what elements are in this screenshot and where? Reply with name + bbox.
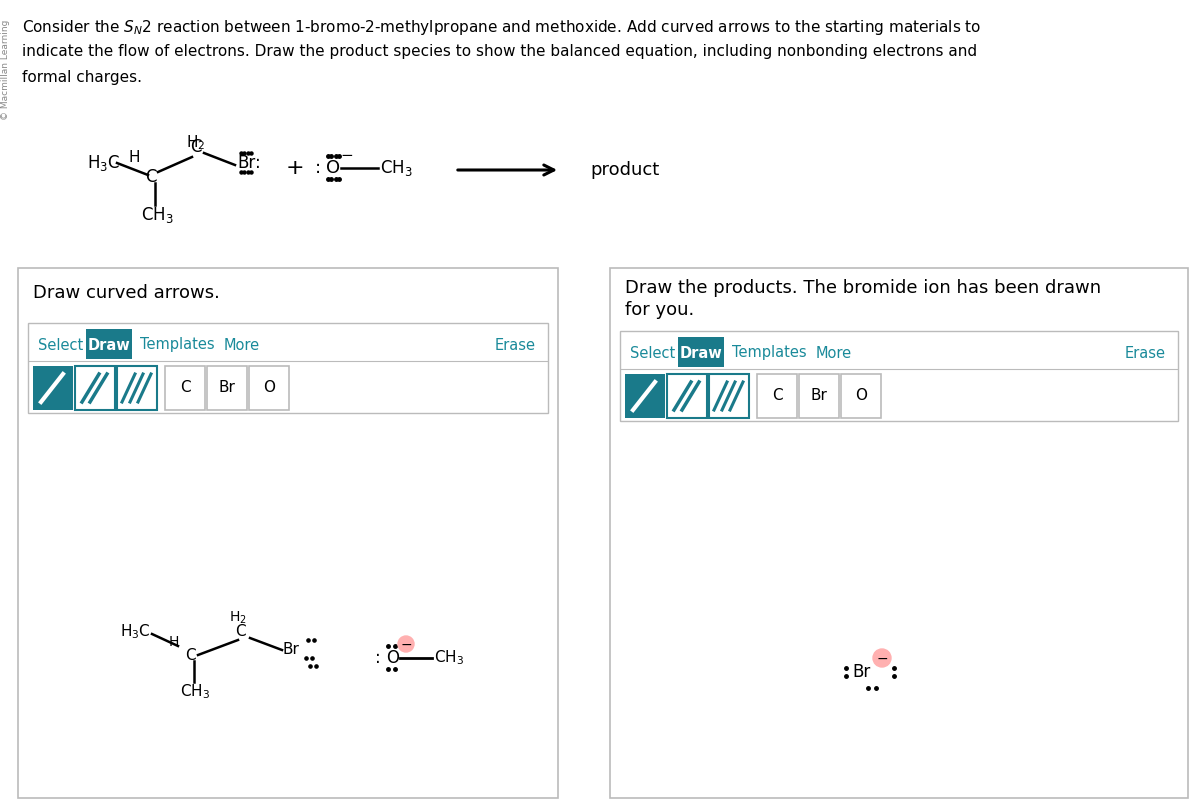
- Text: O: O: [326, 159, 340, 177]
- Text: H: H: [128, 151, 139, 165]
- Text: C: C: [772, 388, 782, 404]
- Text: Draw curved arrows.: Draw curved arrows.: [34, 284, 220, 302]
- Text: product: product: [590, 161, 659, 179]
- Text: C: C: [235, 624, 245, 640]
- FancyBboxPatch shape: [74, 366, 115, 410]
- Text: C: C: [145, 168, 157, 186]
- Text: H$_2$: H$_2$: [186, 133, 205, 152]
- Circle shape: [874, 649, 890, 667]
- Text: H$_3$C: H$_3$C: [88, 153, 120, 173]
- Text: formal charges.: formal charges.: [22, 70, 142, 85]
- Text: Br: Br: [218, 380, 235, 396]
- FancyBboxPatch shape: [250, 366, 289, 410]
- Text: Erase: Erase: [496, 337, 536, 353]
- Text: CH$_3$: CH$_3$: [380, 158, 413, 178]
- FancyBboxPatch shape: [620, 331, 1178, 421]
- Text: Templates: Templates: [732, 345, 806, 361]
- Text: O: O: [263, 380, 275, 396]
- Text: CH$_3$: CH$_3$: [142, 205, 174, 225]
- FancyBboxPatch shape: [166, 366, 205, 410]
- FancyBboxPatch shape: [667, 374, 707, 418]
- Text: Br: Br: [853, 663, 871, 681]
- Text: CH$_3$: CH$_3$: [180, 683, 210, 702]
- Text: :: :: [376, 649, 380, 667]
- Text: O: O: [854, 388, 866, 404]
- Text: Br: Br: [282, 642, 299, 658]
- Text: Templates: Templates: [140, 337, 215, 353]
- Text: O: O: [386, 649, 400, 667]
- FancyBboxPatch shape: [208, 366, 247, 410]
- FancyBboxPatch shape: [34, 366, 73, 410]
- Text: for you.: for you.: [625, 301, 695, 319]
- Text: Br:: Br:: [238, 154, 260, 172]
- Text: H$_2$: H$_2$: [229, 610, 247, 626]
- Text: $-$: $-$: [341, 145, 354, 161]
- Text: CH$_3$: CH$_3$: [434, 649, 464, 667]
- Text: +: +: [286, 158, 305, 178]
- FancyBboxPatch shape: [625, 374, 665, 418]
- Text: More: More: [224, 337, 260, 353]
- Text: H$_3$C: H$_3$C: [120, 623, 151, 642]
- FancyBboxPatch shape: [799, 374, 839, 418]
- FancyBboxPatch shape: [118, 366, 157, 410]
- Text: :: :: [314, 159, 322, 177]
- Text: Draw: Draw: [88, 337, 131, 353]
- FancyBboxPatch shape: [18, 268, 558, 798]
- Text: Draw the products. The bromide ion has been drawn: Draw the products. The bromide ion has b…: [625, 279, 1102, 297]
- Text: H: H: [169, 635, 179, 649]
- FancyBboxPatch shape: [709, 374, 749, 418]
- Text: C: C: [191, 138, 202, 156]
- Text: $-$: $-$: [876, 651, 888, 665]
- Text: indicate the flow of electrons. Draw the product species to show the balanced eq: indicate the flow of electrons. Draw the…: [22, 44, 977, 59]
- Text: Draw: Draw: [679, 345, 722, 361]
- Text: Br: Br: [810, 388, 828, 404]
- Circle shape: [398, 636, 414, 652]
- Text: © Macmillan Learning: © Macmillan Learning: [1, 19, 11, 120]
- Text: Consider the $S_N$2 reaction between 1-bromo-2-methylpropane and methoxide. Add : Consider the $S_N$2 reaction between 1-b…: [22, 18, 982, 37]
- Text: Erase: Erase: [1126, 345, 1166, 361]
- FancyBboxPatch shape: [841, 374, 881, 418]
- Text: Select: Select: [38, 337, 83, 353]
- FancyBboxPatch shape: [757, 374, 797, 418]
- Text: C: C: [180, 380, 191, 396]
- FancyBboxPatch shape: [28, 323, 548, 413]
- FancyBboxPatch shape: [610, 268, 1188, 798]
- Text: Select: Select: [630, 345, 676, 361]
- Text: $-$: $-$: [400, 637, 412, 651]
- Text: More: More: [816, 345, 852, 361]
- FancyBboxPatch shape: [86, 329, 132, 359]
- Text: C: C: [185, 647, 196, 663]
- FancyBboxPatch shape: [678, 337, 724, 367]
